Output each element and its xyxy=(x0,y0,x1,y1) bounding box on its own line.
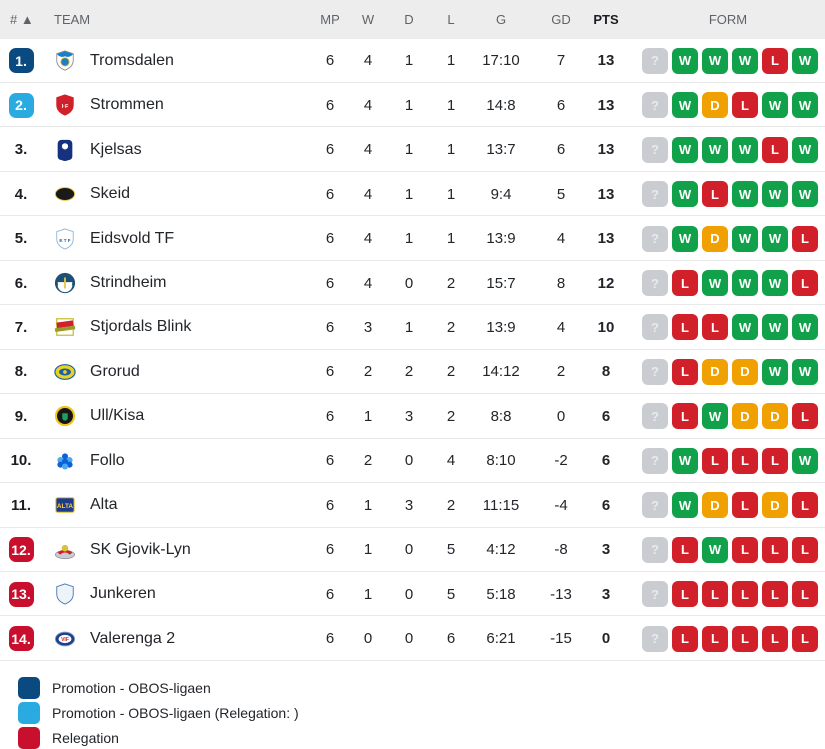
svg-text:VIF: VIF xyxy=(61,637,69,643)
svg-text:E T F: E T F xyxy=(59,237,70,242)
svg-text:ALTA: ALTA xyxy=(57,503,74,510)
svg-text:I·F: I·F xyxy=(62,104,69,110)
